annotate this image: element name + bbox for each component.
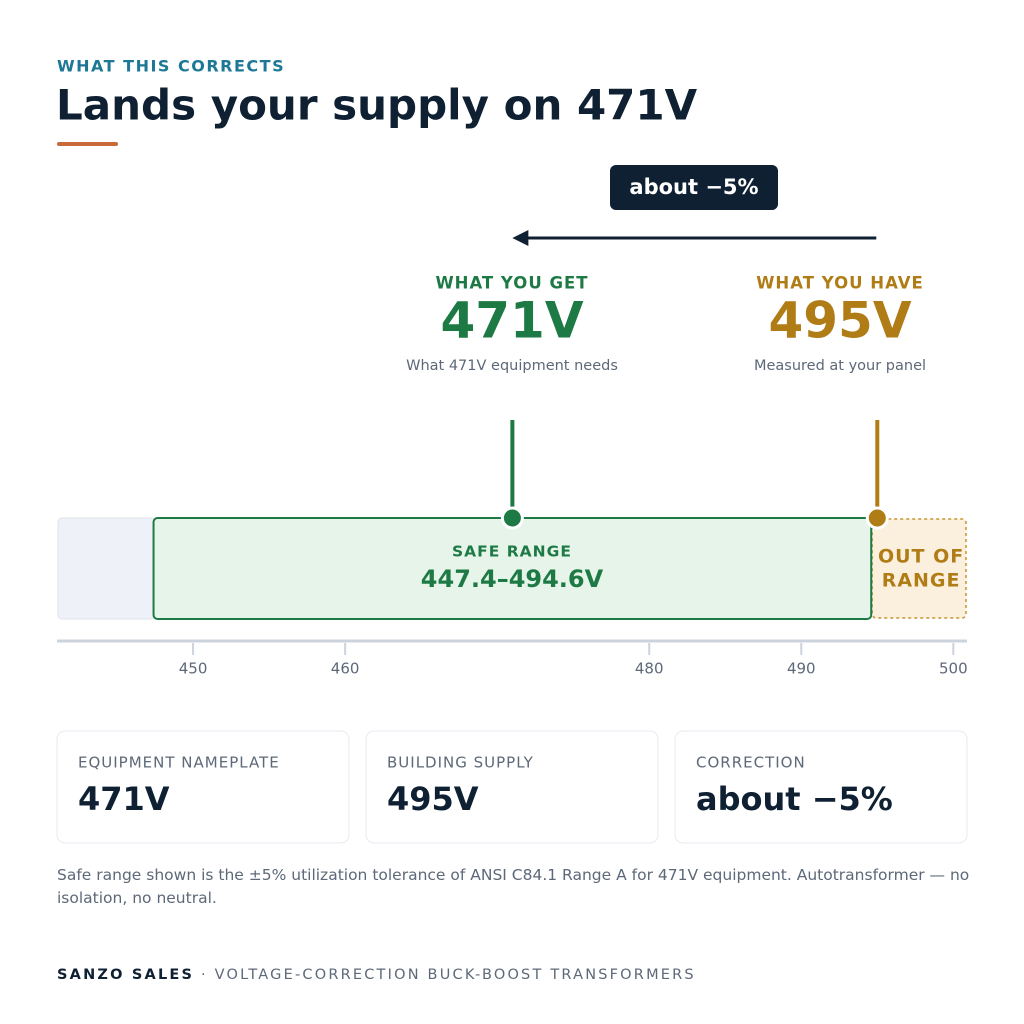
card — [56, 730, 350, 844]
footer-separator: · — [201, 967, 208, 983]
tick-label: 450 — [179, 660, 208, 678]
below-range — [57, 517, 156, 620]
target-label: 471V — [440, 292, 583, 350]
footnote: Safe range shown is the ±5% utilization … — [57, 866, 970, 907]
card — [365, 730, 659, 844]
card-value: 495V — [387, 780, 479, 818]
footer: SANZO SALES · VOLTAGE-CORRECTION BUCK-BO… — [57, 967, 696, 983]
eyebrow: WHAT THIS CORRECTS — [57, 57, 285, 76]
shift-label: about −5% — [629, 175, 758, 199]
card — [674, 730, 968, 844]
target-heading: WHAT YOU GET — [435, 274, 588, 293]
current-label: 495V — [768, 292, 911, 350]
shift-arrowhead — [512, 230, 529, 246]
footer-brand: SANZO SALES — [57, 967, 194, 983]
tick-label: 460 — [331, 660, 360, 678]
card-label: EQUIPMENT NAMEPLATE — [78, 754, 280, 772]
out-of-range — [871, 518, 967, 619]
target-caption: What 471V equipment needs — [406, 358, 618, 374]
footer-tagline: VOLTAGE-CORRECTION BUCK-BOOST TRANSFORME… — [215, 967, 696, 983]
card-value: about −5% — [696, 780, 893, 818]
tick-label: 490 — [787, 660, 816, 678]
card-value: 471V — [78, 780, 170, 818]
card-label: BUILDING SUPPLY — [387, 754, 534, 772]
tick-label: 500 — [939, 660, 968, 678]
out-of-range-label: RANGE — [882, 570, 961, 592]
marker-dot — [865, 506, 889, 530]
card-label: CORRECTION — [696, 754, 806, 772]
safe-range-label: 447.4–494.6V — [421, 565, 604, 593]
tick-label: 480 — [635, 660, 664, 678]
safe-range-heading: SAFE RANGE — [452, 543, 572, 561]
current-heading: WHAT YOU HAVE — [756, 274, 924, 293]
shift-badge — [610, 165, 778, 210]
current-caption: Measured at your panel — [754, 358, 926, 374]
marker-dot — [500, 506, 524, 530]
out-of-range-label: OUT OF — [878, 546, 964, 568]
title-underline — [57, 142, 118, 146]
title: Lands your supply on 471V — [56, 81, 698, 130]
